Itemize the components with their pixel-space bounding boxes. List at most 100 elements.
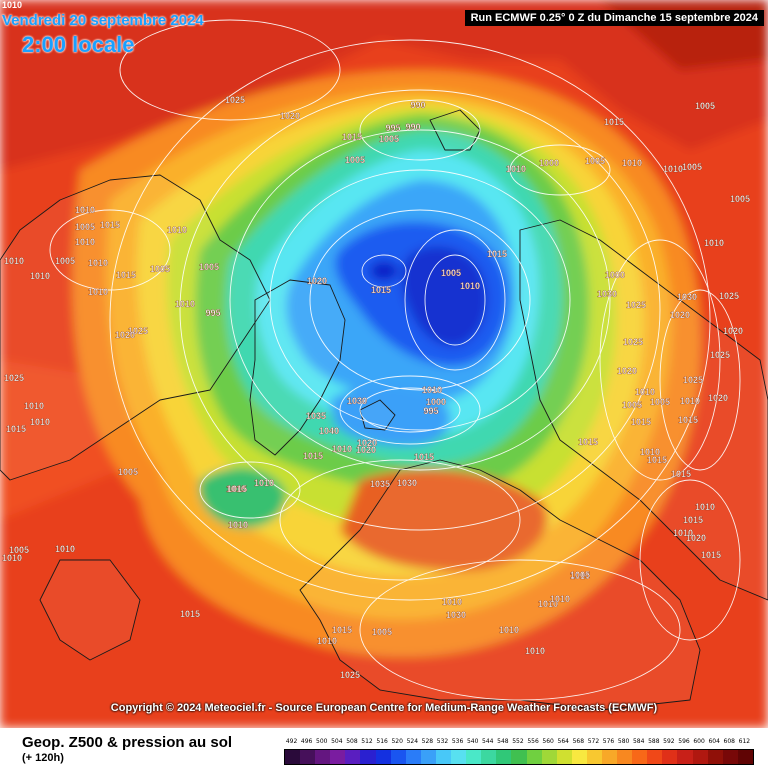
isobar-value-label: 1010 (442, 597, 462, 607)
scale-color-swatch (541, 750, 557, 764)
isobar-value-label: 1035 (306, 411, 326, 421)
isobar-value-label: 1010 (55, 544, 75, 554)
scale-value-label: 508 (346, 738, 358, 745)
isobar-value-label: 1015 (332, 625, 352, 635)
color-scale-labels: 492 496 500 504 508 512 516 520 524 528 532 536 540 5… (284, 738, 752, 747)
isobar-value-label: 1010 (30, 417, 50, 427)
isobar-value-label: 1010 (460, 281, 480, 291)
isobar-value-label: 1010 (673, 528, 693, 538)
isobar-contours (49, 19, 741, 701)
scale-value-label: 560 (542, 738, 554, 745)
scale-value-label: 556 (527, 738, 539, 745)
isobar-value-label: 1010 (226, 484, 246, 494)
scale-color-swatch (390, 750, 406, 764)
scale-value-label: 552 (512, 738, 524, 745)
scale-value-label: 592 (663, 738, 675, 745)
isobar-value-label: 1005 (199, 262, 219, 272)
isobar-value-label: 1010 (499, 625, 519, 635)
isobar-value-label: 1020 (357, 438, 377, 448)
scale-value-label: 580 (617, 738, 630, 745)
legend-bar: Geop. Z500 & pression au sol (+ 120h) 49… (0, 728, 768, 768)
color-scale (284, 749, 754, 765)
scale-value-label: 512 (361, 738, 373, 745)
isobar-value-label: 1005 (585, 156, 605, 166)
isobar-value-label: 1020 (280, 111, 300, 121)
scale-color-swatch (692, 750, 708, 764)
scale-value-label: 520 (391, 738, 403, 745)
isobar-value-label: 1005 (118, 467, 138, 477)
scale-color-swatch (466, 750, 482, 764)
isobar-value-label: 1000 (539, 158, 559, 168)
scale-value-label: 524 (406, 738, 419, 745)
valid-time: 2:00 locale (22, 32, 135, 57)
isobar-value-label: 1025 (683, 375, 703, 385)
scale-color-swatch (285, 750, 301, 764)
scale-value-label: 536 (451, 738, 464, 745)
scale-value-label: 492 (285, 738, 298, 745)
isobar-value-label: 1010 (525, 646, 545, 656)
isobar-value-label: 1025 (225, 95, 245, 105)
isobar-value-label: 1005 (345, 155, 365, 165)
scale-value-label: 572 (587, 738, 600, 745)
isobar-value-label: 1010 (422, 385, 442, 395)
isobar-value-label: 1010 (332, 444, 352, 454)
isobar-value-label: 1010 (663, 164, 683, 174)
isobar-value-label: 1025 (4, 373, 24, 383)
isobar-value-label: 1000 (426, 397, 446, 407)
scale-color-swatch (571, 750, 587, 764)
valid-date: Vendredi 20 septembre 2024 (2, 12, 204, 29)
isobar-value-label: 1005 (75, 222, 95, 232)
isobar-value-label: 1010 (635, 387, 655, 397)
isobar-value-label: 1005 (650, 397, 670, 407)
isobar-value-label: 995 (385, 123, 400, 133)
isobar-value-label: 995 (205, 308, 220, 318)
scale-value-label: 584 (632, 738, 645, 745)
isobar-value-label: 1005 (9, 545, 29, 555)
isobar-value-label: 1015 (414, 452, 434, 462)
scale-color-swatch (722, 750, 738, 764)
isobar-value-label: 1025 (719, 291, 739, 301)
scale-value-label: 564 (557, 738, 569, 745)
lead-time: (+ 120h) (22, 752, 64, 764)
scale-color-swatch (405, 750, 421, 764)
scale-value-label: 500 (316, 738, 328, 745)
scale-color-swatch (345, 750, 361, 764)
isobar-value-label: 1015 (303, 451, 323, 461)
isobar-value-label: 1010 (88, 287, 108, 297)
scale-color-swatch (737, 750, 753, 764)
scale-value-label: 516 (376, 738, 388, 745)
isobar-value-label: 1010 (24, 401, 44, 411)
isobar-value-label: 1010 (680, 396, 700, 406)
isobar-value-label: 1035 (370, 479, 390, 489)
copyright-notice: Copyright © 2024 Meteociel.fr - Source E… (110, 702, 658, 714)
isobar-value-label: 1020 (115, 330, 135, 340)
isobar-value-label: 1020 (723, 326, 743, 336)
scale-color-swatch (617, 750, 633, 764)
isobar-value-label: 1010 (4, 256, 24, 266)
scale-value-label: 504 (331, 738, 343, 745)
isobar-value-label: 1005 (55, 256, 75, 266)
scale-value-label: 608 (723, 738, 735, 745)
scale-value-label: 612 (738, 738, 751, 745)
isobar-value-label: 1010 (704, 238, 724, 248)
isobar-value-label: 995 (423, 406, 438, 416)
isobar-value-label: 1020 (686, 533, 706, 543)
isobar-value-label: 1040 (319, 426, 339, 436)
isobar-value-label: 1010 (506, 164, 526, 174)
scale-color-swatch (601, 750, 618, 764)
scale-color-swatch (511, 750, 527, 764)
scale-color-swatch (420, 750, 436, 764)
isobar-value-label: 1005 (441, 268, 461, 278)
isobar-value-label: 1020 (307, 276, 327, 286)
corner-isobar-label: 1010 (2, 0, 23, 10)
scale-value-label: 532 (436, 738, 449, 745)
isobar-value-label: 1015 (701, 550, 721, 560)
scale-value-label: 604 (708, 738, 720, 745)
product-title: Geop. Z500 & pression au sol (22, 734, 233, 751)
isobar-value-label: 1010 (550, 594, 570, 604)
isobar-value-label: 1010 (622, 158, 642, 168)
scale-color-swatch (451, 750, 467, 764)
geopotential-field (0, 0, 768, 728)
isobar-value-label: 1030 (347, 396, 367, 406)
